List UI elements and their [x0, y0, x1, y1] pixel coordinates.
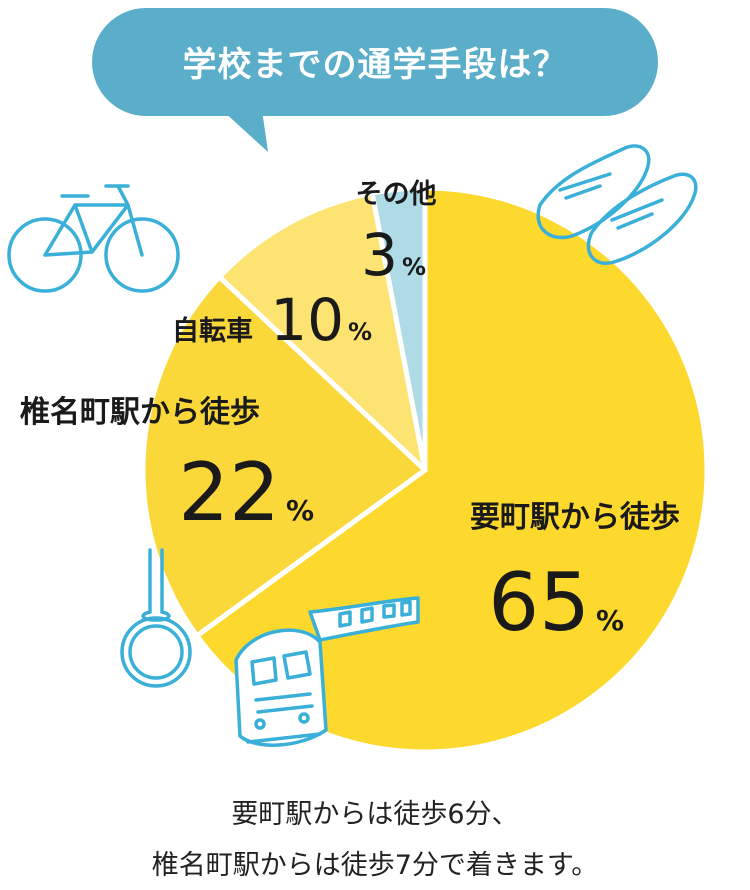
footnote-line-1: 要町駅からは徒歩6分、	[231, 799, 519, 830]
label-shiinamachi-unit: %	[286, 494, 314, 527]
label-other: その他 3 %	[356, 179, 437, 289]
label-kanamecho-value: 65	[488, 556, 590, 649]
label-shiinamachi-name: 椎名町駅から徒歩	[20, 395, 260, 430]
label-other-value: 3	[361, 221, 398, 289]
label-other-unit: %	[402, 253, 426, 281]
loafers-icon	[536, 144, 698, 265]
slice-bicycle	[216, 190, 428, 473]
label-shiinamachi-value: 22	[178, 446, 280, 539]
strap-handle-icon	[120, 548, 192, 688]
train-icon	[234, 596, 420, 747]
title-bubble: 学校までの通学手段は？	[92, 8, 658, 152]
label-shiinamachi: 椎名町駅から徒歩 22 %	[20, 395, 314, 539]
slice-shiinamachi	[140, 274, 428, 639]
chart-title: 学校までの通学手段は？	[183, 45, 568, 85]
label-kanamecho-unit: %	[596, 604, 624, 637]
label-other-name: その他	[356, 179, 437, 210]
footnote-line-2: 椎名町駅からは徒歩7分で着きます。	[151, 850, 599, 881]
bicycle-icon	[7, 184, 180, 293]
label-bicycle: 自転車 10 %	[172, 286, 372, 354]
label-bicycle-unit: %	[348, 318, 372, 346]
label-bicycle-value: 10	[270, 286, 344, 354]
label-kanamecho: 要町駅から徒歩 65 %	[470, 500, 680, 649]
label-bicycle-name: 自転車	[172, 315, 253, 347]
label-kanamecho-name: 要町駅から徒歩	[470, 500, 680, 535]
slice-other	[369, 185, 428, 473]
